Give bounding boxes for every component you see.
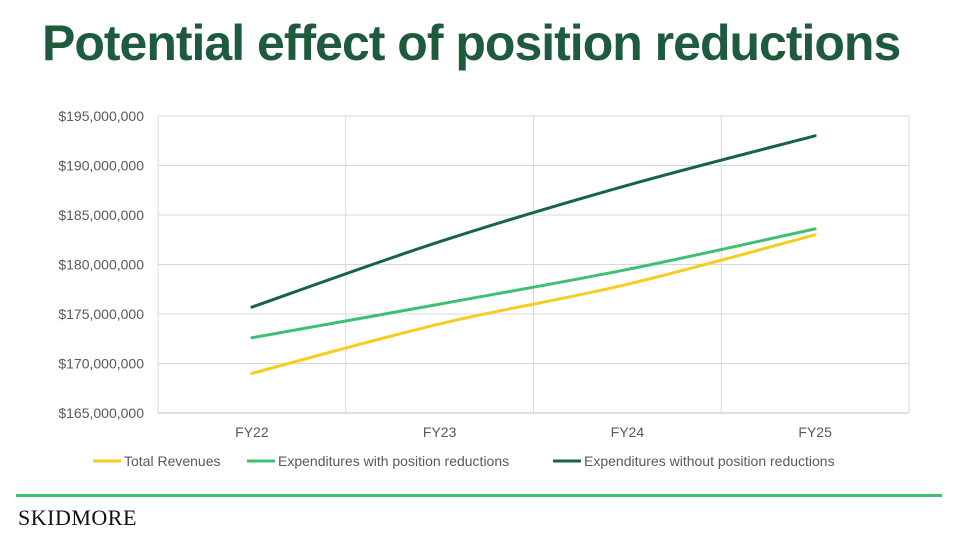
x-tick-label: FY24 <box>611 424 645 440</box>
footer-divider <box>16 494 942 497</box>
y-axis-labels: $165,000,000 $170,000,000 $175,000,000 $180… <box>58 108 144 421</box>
x-tick-label: FY25 <box>798 424 832 440</box>
y-tick-label: $190,000,000 <box>58 158 144 174</box>
x-axis-labels: FY22 FY23 FY24 FY25 <box>235 424 832 440</box>
line-chart: $165,000,000 $170,000,000 $175,000,000 $180… <box>58 108 910 469</box>
y-tick-label: $165,000,000 <box>58 405 144 421</box>
y-tick-label: $170,000,000 <box>58 356 144 372</box>
series-line-1 <box>250 233 817 375</box>
series-lines <box>250 134 817 375</box>
series-line-2 <box>250 227 817 340</box>
y-tick-label: $185,000,000 <box>58 207 144 223</box>
legend-label: Total Revenues <box>124 453 221 469</box>
y-tick-label: $180,000,000 <box>58 257 144 273</box>
y-tick-label: $175,000,000 <box>58 306 144 322</box>
series-line-3 <box>250 134 817 309</box>
slide-title: Potential effect of position reductions <box>42 15 901 71</box>
x-tick-label: FY22 <box>235 424 269 440</box>
legend-label: Expenditures with position reductions <box>278 453 509 469</box>
legend: Total Revenues Expenditures with position… <box>93 453 835 469</box>
gridlines <box>157 115 910 414</box>
y-tick-label: $195,000,000 <box>58 108 144 124</box>
skidmore-logo: SKIDMORE <box>18 505 137 530</box>
legend-label: Expenditures without position reductions <box>584 453 835 469</box>
x-tick-label: FY23 <box>423 424 457 440</box>
